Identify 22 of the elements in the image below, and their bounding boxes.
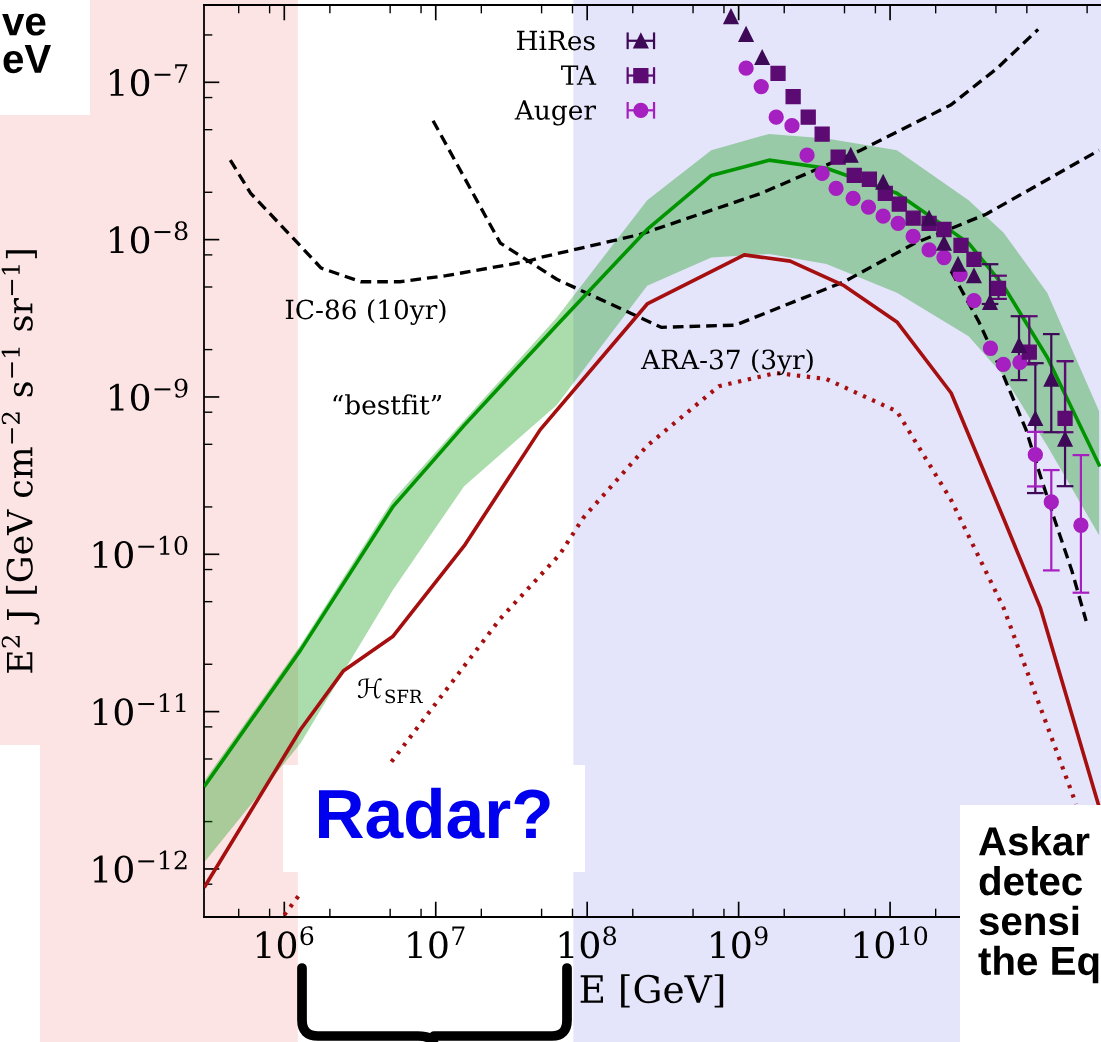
legend-label: Auger	[514, 100, 596, 126]
y-tick-label: 10$^{−9}$	[110, 378, 188, 411]
y-tick-label: 10$^{−11}$	[93, 693, 186, 726]
legend-label: HiRes	[516, 30, 595, 51]
annotation: “bestfit”	[333, 394, 442, 415]
text: E$^{2}$ J [GeV cm$^{−2}$ s$^{−1}$ sr$^{−1}$]	[1, 250, 40, 673]
x-tick-label: 10$^{9}$	[711, 926, 768, 959]
legend-label: TA	[561, 65, 597, 85]
y-tick-label: 10$^{−7}$	[110, 64, 188, 97]
x-tick-label: 10$^{8}$	[559, 926, 617, 959]
annotation: Radar?	[319, 787, 550, 839]
annotation: Askar detec sensi the Eq	[978, 826, 1099, 984]
x-tick-label: 10$^{6}$	[256, 926, 314, 959]
x-axis-title: E [GeV]	[580, 974, 724, 1008]
annotation: IC-86 (10yr)	[285, 299, 446, 325]
y-tick-label: 10$^{−10}$	[93, 535, 188, 569]
y-tick-label: 10$^{−8}$	[110, 221, 188, 254]
x-tick-label: 10$^{10}$	[854, 926, 928, 959]
x-tick-label: 10$^{7}$	[408, 926, 465, 959]
y-tick-label: 10$^{−12}$	[93, 850, 187, 883]
annotation: ARA-37 (3yr)	[640, 349, 813, 375]
text: ve eV	[2, 13, 51, 74]
